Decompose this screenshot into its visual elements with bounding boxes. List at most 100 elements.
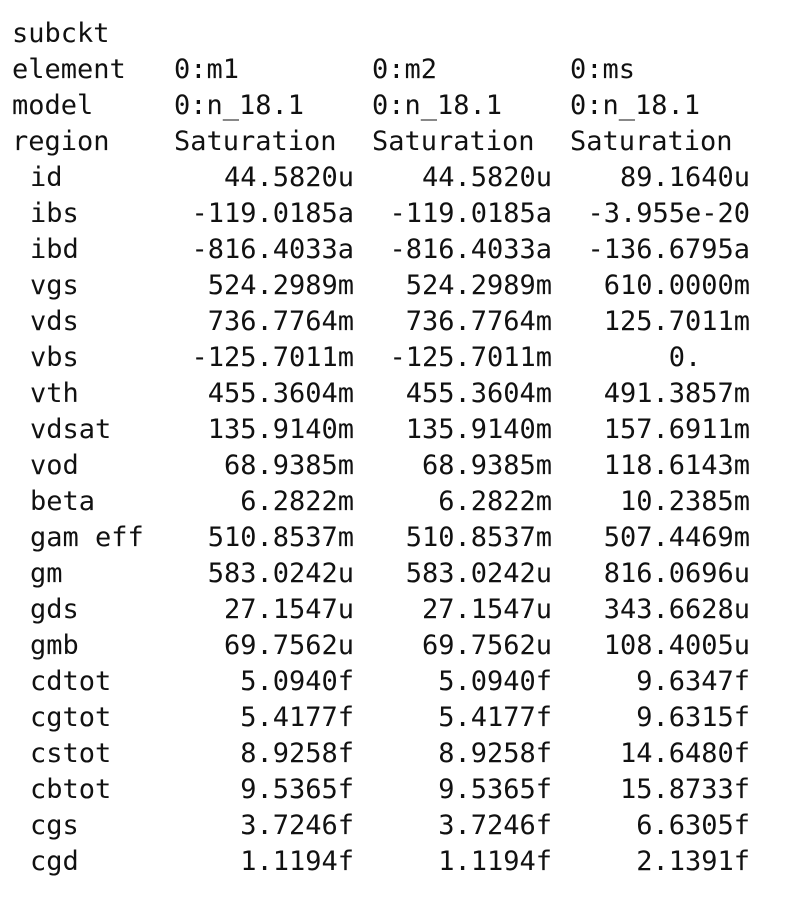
- param-row-ibs: ibs -119.0185a -119.0185a -3.955e-20: [12, 196, 768, 232]
- value-cell-col2: 9.5365f: [438, 774, 552, 805]
- value-cell-col1: -119.0185a: [191, 198, 354, 229]
- value-cell-col3: 0.: [668, 342, 750, 373]
- value-cell-col3: 118.6143m: [603, 450, 750, 481]
- row-label: cdtot: [30, 666, 112, 697]
- value-cell-col3: 125.7011m: [603, 306, 750, 337]
- value-cell-col1: 736.7764m: [207, 306, 354, 337]
- operating-point-listing: subckt element 0:m1 0:m2 0:ms model 0:n_18.1 0…: [12, 16, 768, 880]
- value-cell-col1: 6.2822m: [240, 486, 354, 517]
- value-cell-col2: 69.7562u: [421, 630, 552, 661]
- row-label: gds: [30, 594, 79, 625]
- param-row-cgs: cgs 3.7246f 3.7246f 6.6305f: [12, 808, 768, 844]
- value-cell-col2: 524.2989m: [405, 270, 552, 301]
- value-cell-col1: 5.4177f: [240, 702, 354, 733]
- param-row-vod: vod 68.9385m 68.9385m 118.6143m: [12, 448, 768, 484]
- value-cell-col3: 6.6305f: [636, 810, 750, 841]
- row-label: gam eff: [30, 522, 144, 553]
- value-cell-col3: 816.0696u: [603, 558, 750, 589]
- value-cell-col1: 68.9385m: [223, 450, 354, 481]
- value-cell-col1: 0:n_18.1: [174, 90, 305, 121]
- value-cell-col3: 15.8733f: [619, 774, 750, 805]
- value-cell-col3: 2.1391f: [636, 846, 750, 877]
- value-cell-col1: 0:m1: [174, 54, 240, 85]
- header-rows: element 0:m1 0:m2 0:ms model 0:n_18.1 0:n_18.1…: [12, 52, 768, 160]
- value-cell-col3: 10.2385m: [619, 486, 750, 517]
- param-row-beta: beta 6.2822m 6.2822m 10.2385m: [12, 484, 768, 520]
- value-cell-col3: 9.6315f: [636, 702, 750, 733]
- row-label: cgd: [30, 846, 79, 877]
- row-label: vth: [30, 378, 79, 409]
- header-row-model: model 0:n_18.1 0:n_18.1 0:n_18.1: [12, 88, 768, 124]
- value-cell-col2: 6.2822m: [438, 486, 552, 517]
- row-label: model: [12, 90, 94, 121]
- value-cell-col3: 157.6911m: [603, 414, 750, 445]
- value-cell-col1: -816.4033a: [191, 234, 354, 265]
- value-cell-col3: -3.955e-20: [587, 198, 750, 229]
- row-label: cgtot: [30, 702, 112, 733]
- value-cell-col1: 583.0242u: [207, 558, 354, 589]
- value-cell-col2: 3.7246f: [438, 810, 552, 841]
- value-cell-col2: Saturation: [372, 126, 535, 157]
- param-row-gam-eff: gam eff 510.8537m 510.8537m 507.4469m: [12, 520, 768, 556]
- row-label: vdsat: [30, 414, 112, 445]
- row-label: beta: [30, 486, 96, 517]
- row-label: vbs: [30, 342, 79, 373]
- value-cell-col3: 89.1640u: [619, 162, 750, 193]
- value-cell-col1: -125.7011m: [191, 342, 354, 373]
- param-row-cgtot: cgtot 5.4177f 5.4177f 9.6315f: [12, 700, 768, 736]
- param-row-cstot: cstot 8.9258f 8.9258f 14.6480f: [12, 736, 768, 772]
- row-label: vgs: [30, 270, 79, 301]
- value-cell-col3: Saturation: [570, 126, 733, 157]
- row-label: gmb: [30, 630, 79, 661]
- value-cell-col2: 0:m2: [372, 54, 438, 85]
- parameter-rows: id 44.5820u 44.5820u 89.1640u ibs -119.0185a -…: [12, 160, 768, 880]
- value-cell-col3: 108.4005u: [603, 630, 750, 661]
- value-cell-col1: 8.9258f: [240, 738, 354, 769]
- param-row-cgd: cgd 1.1194f 1.1194f 2.1391f: [12, 844, 768, 880]
- value-cell-col3: 610.0000m: [603, 270, 750, 301]
- value-cell-col2: 5.0940f: [438, 666, 552, 697]
- param-row-cbtot: cbtot 9.5365f 9.5365f 15.8733f: [12, 772, 768, 808]
- value-cell-col2: 135.9140m: [405, 414, 552, 445]
- value-cell-col2: -816.4033a: [389, 234, 552, 265]
- value-cell-col1: Saturation: [174, 126, 337, 157]
- value-cell-col3: 14.6480f: [619, 738, 750, 769]
- value-cell-col2: 455.3604m: [405, 378, 552, 409]
- header-row-region: region Saturation Saturation Saturation: [12, 124, 768, 160]
- value-cell-col1: 455.3604m: [207, 378, 354, 409]
- value-cell-col1: 5.0940f: [240, 666, 354, 697]
- row-label: region: [12, 126, 110, 157]
- value-cell-col3: 9.6347f: [636, 666, 750, 697]
- param-row-ibd: ibd -816.4033a -816.4033a -136.6795a: [12, 232, 768, 268]
- value-cell-col2: 8.9258f: [438, 738, 552, 769]
- value-cell-col2: 1.1194f: [438, 846, 552, 877]
- value-cell-col2: 5.4177f: [438, 702, 552, 733]
- value-cell-col3: 343.6628u: [603, 594, 750, 625]
- row-label: ibd: [30, 234, 79, 265]
- row-label: ibs: [30, 198, 79, 229]
- row-label: cbtot: [30, 774, 112, 805]
- param-row-id: id 44.5820u 44.5820u 89.1640u: [12, 160, 768, 196]
- param-row-gds: gds 27.1547u 27.1547u 343.6628u: [12, 592, 768, 628]
- row-label: id: [30, 162, 63, 193]
- value-cell-col3: 0:n_18.1: [570, 90, 701, 121]
- value-cell-col3: 507.4469m: [603, 522, 750, 553]
- value-cell-col2: 510.8537m: [405, 522, 552, 553]
- subckt-title-row: subckt: [12, 16, 768, 52]
- value-cell-col3: 491.3857m: [603, 378, 750, 409]
- value-cell-col2: -119.0185a: [389, 198, 552, 229]
- value-cell-col2: 736.7764m: [405, 306, 552, 337]
- param-row-gm: gm 583.0242u 583.0242u 816.0696u: [12, 556, 768, 592]
- row-label: cgs: [30, 810, 79, 841]
- row-label: vds: [30, 306, 79, 337]
- row-label: element: [12, 54, 126, 85]
- value-cell-col2: -125.7011m: [389, 342, 552, 373]
- value-cell-col1: 3.7246f: [240, 810, 354, 841]
- value-cell-col2: 583.0242u: [405, 558, 552, 589]
- value-cell-col1: 27.1547u: [223, 594, 354, 625]
- row-label: cstot: [30, 738, 112, 769]
- value-cell-col2: 27.1547u: [421, 594, 552, 625]
- param-row-vbs: vbs -125.7011m -125.7011m 0.: [12, 340, 768, 376]
- value-cell-col3: -136.6795a: [587, 234, 750, 265]
- value-cell-col2: 0:n_18.1: [372, 90, 503, 121]
